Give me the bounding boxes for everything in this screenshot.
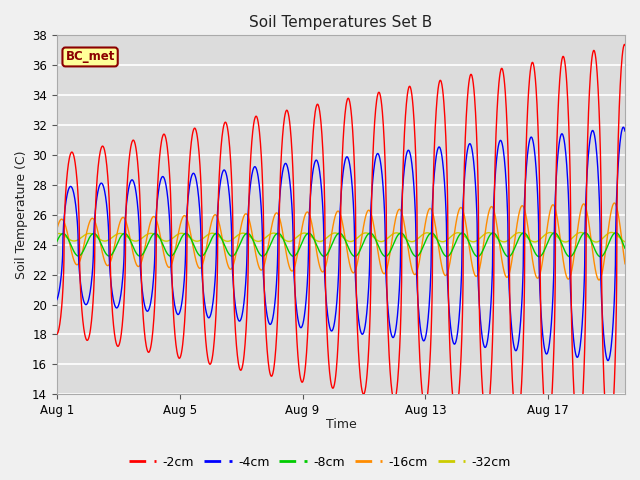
Text: BC_met: BC_met	[65, 50, 115, 63]
X-axis label: Time: Time	[326, 419, 356, 432]
Legend: -2cm, -4cm, -8cm, -16cm, -32cm: -2cm, -4cm, -8cm, -16cm, -32cm	[124, 451, 516, 474]
Title: Soil Temperatures Set B: Soil Temperatures Set B	[250, 15, 433, 30]
Y-axis label: Soil Temperature (C): Soil Temperature (C)	[15, 151, 28, 279]
